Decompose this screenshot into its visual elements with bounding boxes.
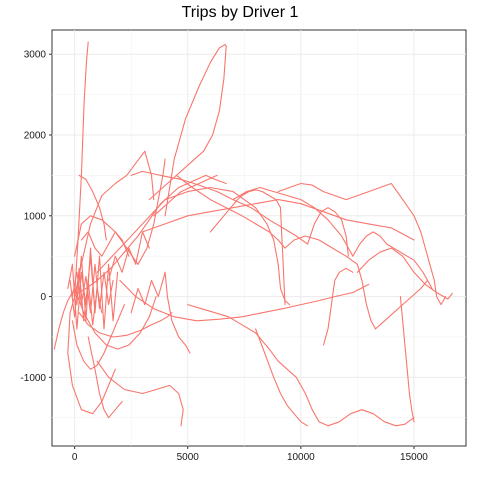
y-tick-label: 3000 — [24, 50, 47, 61]
x-tick-label: 5000 — [177, 452, 200, 463]
plot-panel — [52, 30, 466, 446]
x-tick-label: 10000 — [287, 452, 315, 463]
x-tick-label: 15000 — [400, 452, 428, 463]
y-tick-label: -1000 — [20, 373, 46, 384]
y-tick-label: 0 — [40, 292, 46, 303]
y-tick-label: 1000 — [24, 211, 47, 222]
y-tick-label: 2000 — [24, 131, 47, 142]
x-tick-label: 0 — [72, 452, 78, 463]
